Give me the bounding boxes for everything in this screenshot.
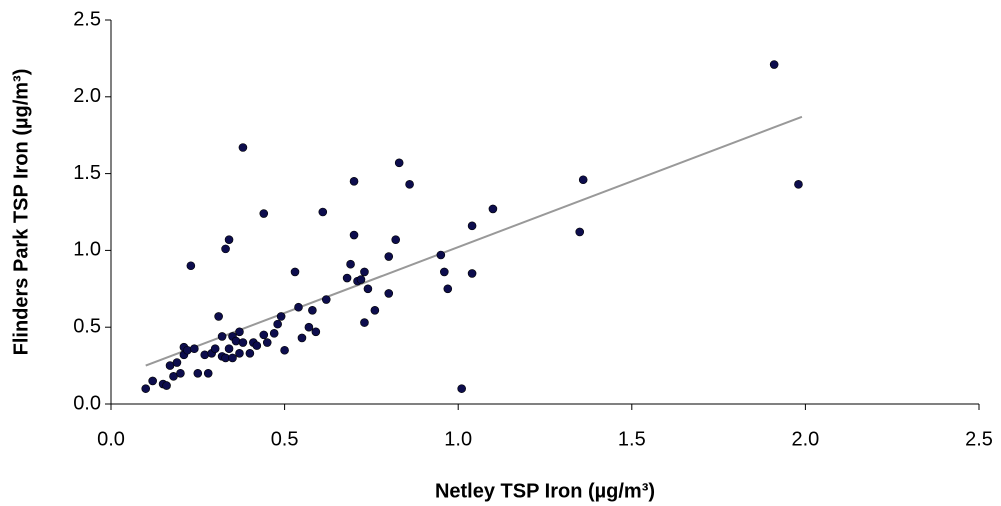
scatter-point (238, 143, 248, 152)
x-tick-label: 2.0 (791, 428, 819, 450)
scatter-point (235, 327, 244, 337)
scatter-point (210, 344, 220, 354)
scatter-point (769, 60, 779, 69)
scatter-point (457, 384, 466, 393)
scatter-point (245, 349, 255, 358)
scatter-point (231, 336, 241, 346)
scatter-point (172, 358, 182, 367)
scatter-point (318, 207, 328, 217)
scatter-point (384, 252, 394, 261)
y-tick-label: 0.5 (73, 315, 101, 337)
scatter-point (252, 341, 262, 350)
scatter-point (360, 267, 369, 277)
scatter-point (308, 306, 317, 315)
scatter-point (349, 230, 359, 240)
y-tick-label: 1.5 (73, 162, 101, 184)
scatter-point (391, 235, 401, 244)
scatter-point (273, 319, 282, 329)
scatter-point (221, 244, 230, 254)
scatter-point (349, 176, 359, 186)
scatter-point (186, 261, 196, 271)
scatter-point (304, 322, 314, 332)
scatter-point (405, 180, 414, 189)
scatter-point (228, 353, 237, 363)
scatter-point (193, 368, 203, 378)
scatter-point (384, 289, 394, 298)
y-axis-title: Flinders Park TSP Iron (µg/m³) (10, 69, 32, 356)
scatter-point (370, 306, 380, 315)
scatter-point (294, 302, 303, 312)
scatter-point (238, 338, 248, 347)
scatter-point (321, 295, 331, 304)
scatter-point (488, 204, 498, 214)
scatter-point (575, 227, 585, 237)
y-tick-label: 2.5 (73, 8, 101, 30)
scatter-point (259, 209, 269, 218)
scatter-point (148, 376, 157, 386)
scatter-point (190, 344, 199, 354)
scatter-point (297, 333, 307, 343)
x-tick-label: 0.0 (97, 428, 125, 450)
scatter-point (224, 344, 234, 354)
x-tick-label: 1.5 (618, 428, 646, 450)
x-tick-label: 2.5 (965, 428, 993, 450)
scatter-point (276, 312, 286, 321)
x-tick-label: 0.5 (271, 428, 299, 450)
scatter-point (262, 338, 272, 347)
scatter-point (200, 350, 210, 360)
scatter-point (217, 332, 227, 341)
scatter-point (394, 158, 404, 168)
scatter-point (346, 259, 355, 269)
scatter-point (203, 368, 213, 378)
scatter-point (290, 267, 300, 277)
scatter-point (280, 345, 289, 355)
scatter-point (363, 284, 373, 294)
x-axis-title: Netley TSP Iron (µg/m³) (435, 480, 655, 502)
scatter-point (440, 267, 449, 277)
scatter-point (141, 384, 151, 393)
y-tick-label: 0.0 (73, 392, 101, 414)
scatter-point (342, 273, 352, 283)
x-tick-label: 1.0 (444, 428, 472, 450)
scatter-point (259, 330, 269, 340)
scatter-point (183, 345, 192, 355)
scatter-point (214, 312, 223, 321)
trendline (145, 115, 803, 367)
scatter-point (269, 329, 279, 338)
scatter-point (224, 235, 234, 244)
scatter-point (794, 180, 803, 189)
scatter-point (467, 269, 477, 278)
y-tick-label: 2.0 (73, 85, 101, 107)
scatter-point (311, 327, 321, 337)
scatter-point (436, 250, 446, 260)
scatter-point (176, 368, 185, 378)
scatter-point (467, 221, 477, 231)
scatter-point (162, 381, 171, 390)
y-tick-label: 1.0 (73, 239, 101, 261)
scatter-point (235, 349, 244, 358)
scatter-point (443, 284, 453, 294)
scatter-point (356, 275, 366, 284)
scatter-point (578, 175, 588, 185)
scatter-point (360, 318, 369, 327)
